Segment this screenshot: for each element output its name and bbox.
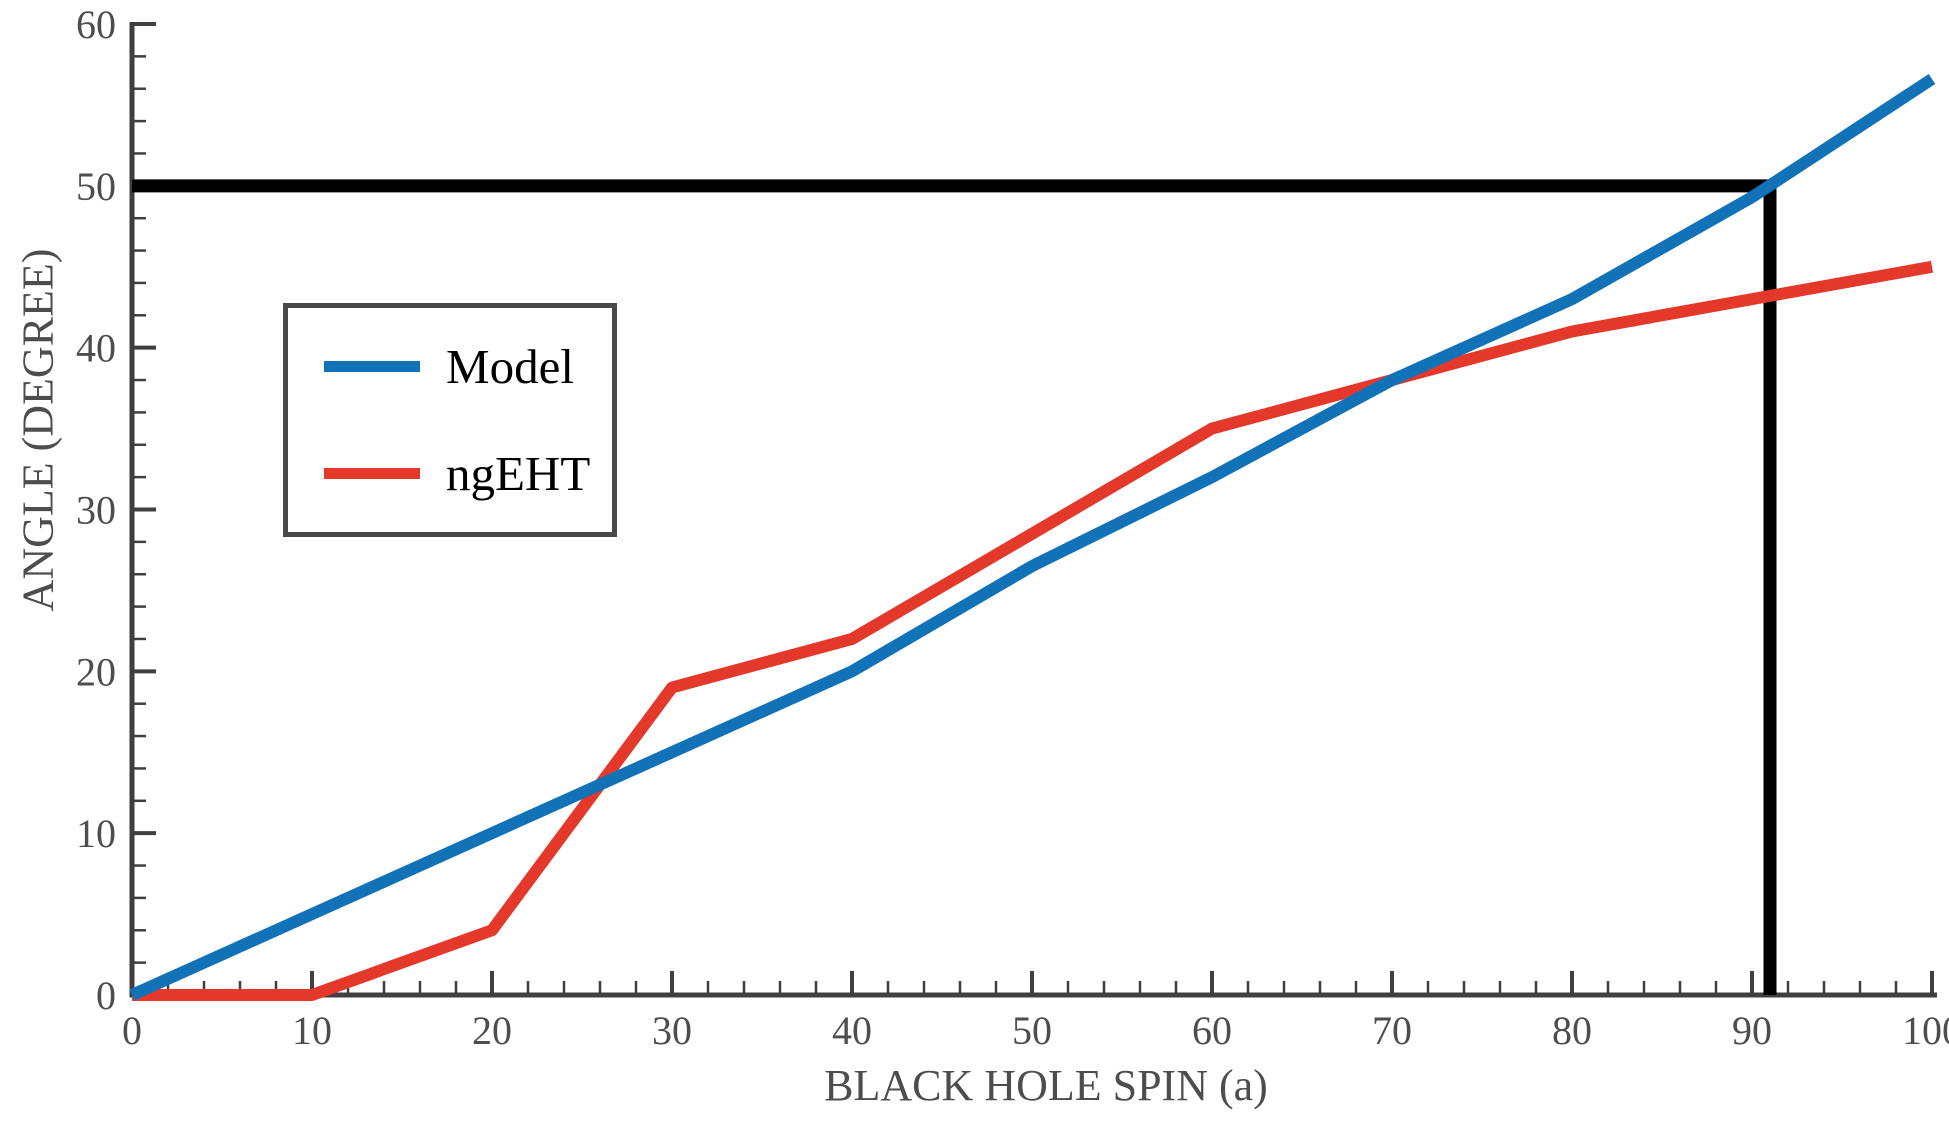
legend-item-model: Model [324, 342, 612, 391]
x-tick-label: 70 [1372, 1008, 1412, 1053]
x-tick-label: 90 [1732, 1008, 1772, 1053]
y-tick-label: 50 [76, 164, 116, 209]
legend: Model ngEHT [283, 303, 617, 537]
y-tick-label: 20 [76, 649, 116, 694]
y-tick-label: 10 [76, 811, 116, 856]
x-tick-label: 50 [1012, 1008, 1052, 1053]
x-axis-label: BLACK HOLE SPIN (a) [824, 1061, 1268, 1110]
x-tick-label: 60 [1192, 1008, 1232, 1053]
y-tick-label: 30 [76, 488, 116, 533]
legend-label-ngeht: ngEHT [446, 446, 591, 501]
legend-label-model: Model [446, 339, 574, 394]
x-tick-label: 20 [472, 1008, 512, 1053]
x-tick-label: 0 [122, 1008, 142, 1053]
legend-item-ngeht: ngEHT [324, 449, 612, 498]
x-tick-label: 30 [652, 1008, 692, 1053]
model-line [129, 74, 1936, 1001]
x-tick-label: 10 [292, 1008, 332, 1053]
x-tick-label: 100 [1902, 1008, 1949, 1053]
y-axis-label: ANGLE (DEGREE) [13, 248, 63, 612]
y-tick-label: 60 [76, 2, 116, 47]
model-line-swatch [324, 361, 420, 372]
ngeht-line-swatch [324, 468, 420, 479]
y-tick-label: 40 [76, 326, 116, 371]
x-tick-label: 40 [832, 1008, 872, 1053]
x-tick-label: 80 [1552, 1008, 1592, 1053]
ngeht-line [132, 260, 1934, 1001]
y-tick-label: 0 [96, 973, 116, 1018]
